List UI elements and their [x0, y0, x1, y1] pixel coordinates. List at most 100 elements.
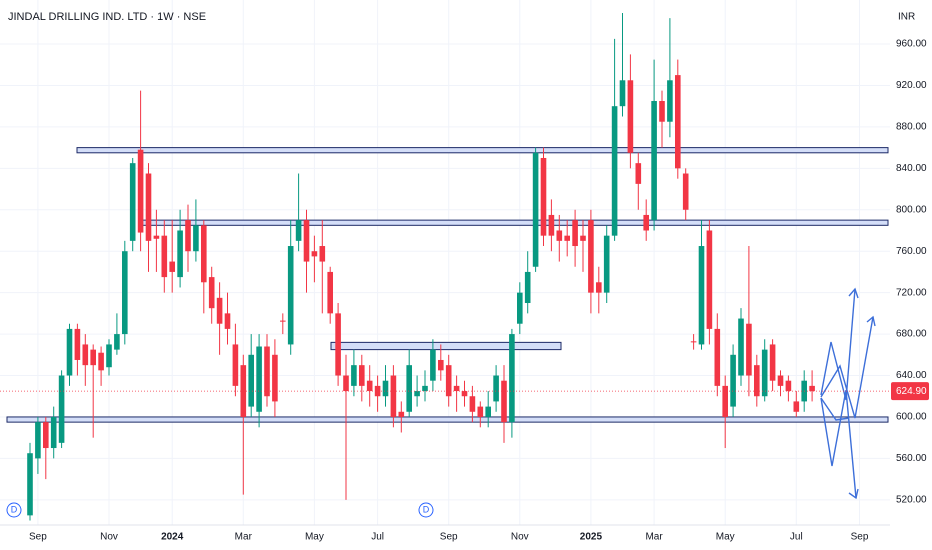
- arrow-path: [820, 316, 874, 419]
- candle-body: [129, 163, 136, 241]
- candle-body: [453, 385, 460, 392]
- candle-body: [169, 261, 175, 272]
- candle-body: [580, 235, 586, 241]
- candle-body: [50, 416, 57, 449]
- x-tick-label: Jul: [790, 532, 803, 543]
- x-tick-label: May: [716, 532, 735, 543]
- candle-body: [485, 406, 491, 417]
- candle-body: [501, 380, 507, 423]
- x-tick-label: 2025: [580, 532, 603, 543]
- candle-body: [469, 396, 476, 412]
- candle-body: [556, 230, 563, 241]
- candle-body: [201, 225, 207, 283]
- candle-body: [461, 391, 468, 397]
- arrow-path: [820, 397, 850, 421]
- marker-label: D: [423, 504, 430, 514]
- candle-body: [524, 271, 531, 304]
- candle-body: [193, 225, 199, 252]
- candle-body: [588, 220, 594, 293]
- candle-body: [509, 334, 515, 423]
- candle-body: [627, 80, 634, 153]
- candle-body: [303, 220, 310, 262]
- y-tick-label: 720.00: [896, 287, 927, 298]
- candle-body: [43, 422, 49, 449]
- candle-body: [532, 152, 539, 267]
- y-tick-label: 960.00: [896, 39, 927, 50]
- candle-body: [809, 385, 815, 392]
- x-tick-label: Nov: [511, 532, 529, 543]
- candle-body: [145, 173, 152, 241]
- candle-body: [366, 380, 373, 392]
- marker-label: D: [11, 504, 18, 514]
- candle-body: [667, 80, 673, 122]
- y-tick-label: 840.00: [896, 163, 927, 174]
- candle-body: [619, 80, 626, 107]
- candle-body: [382, 380, 389, 397]
- candle-body: [280, 320, 286, 322]
- candle-body: [572, 220, 578, 247]
- x-tick-label: Sep: [440, 532, 458, 543]
- x-tick-label: Jul: [371, 532, 384, 543]
- candle-body: [777, 375, 784, 386]
- candles: [27, 12, 815, 521]
- candle-body: [398, 411, 405, 417]
- y-tick-label: 520.00: [896, 494, 927, 505]
- dividend-marker: D: [6, 502, 22, 518]
- candle-body: [564, 235, 570, 241]
- candle-body: [714, 328, 721, 386]
- candle-body: [208, 277, 215, 309]
- candle-body: [698, 246, 705, 345]
- currency-label: INR: [898, 12, 915, 23]
- candle-body: [90, 349, 96, 366]
- candle-body: [137, 149, 144, 233]
- candle-body: [66, 328, 73, 376]
- candle-body: [540, 157, 547, 236]
- x-tick-label: Mar: [645, 532, 663, 543]
- candle-body: [248, 354, 254, 407]
- y-tick-label: 640.00: [896, 370, 927, 381]
- candle-body: [493, 375, 499, 402]
- candle-body: [185, 220, 191, 252]
- projection-arrows: [820, 287, 876, 500]
- x-tick-label: May: [305, 532, 324, 543]
- candle-body: [295, 220, 302, 241]
- candle-body: [675, 75, 681, 169]
- y-tick-label: 800.00: [896, 204, 927, 215]
- candle-body: [335, 313, 341, 376]
- candle-body: [82, 344, 89, 366]
- candle-body: [785, 380, 792, 392]
- price-zone: [6, 416, 889, 423]
- price-zone: [330, 341, 562, 351]
- candle-body: [682, 173, 689, 210]
- marker-circle: [418, 502, 434, 518]
- candle-body: [722, 385, 728, 417]
- candle-body: [690, 341, 697, 343]
- candle-body: [327, 271, 333, 314]
- candle-body: [651, 101, 657, 221]
- price-zone: [76, 147, 889, 154]
- price-zone: [140, 219, 889, 226]
- candle-body: [793, 401, 800, 412]
- candle-body: [287, 246, 294, 345]
- candle-body: [74, 328, 81, 360]
- candle-body: [596, 282, 602, 293]
- candle-body: [177, 230, 183, 278]
- candle-body: [603, 235, 610, 293]
- arrow-path: [820, 389, 857, 499]
- y-tick-label: 880.00: [896, 122, 927, 133]
- candle-body: [216, 297, 223, 324]
- candle-body: [438, 359, 444, 371]
- candle-body: [35, 422, 41, 459]
- chart-title: JINDAL DRILLING IND. LTD · 1W · NSE: [8, 11, 206, 23]
- candle-body: [548, 214, 555, 236]
- y-tick-label: 920.00: [896, 80, 927, 91]
- candle-body: [659, 101, 665, 122]
- candle-body: [27, 453, 33, 516]
- candle-body: [643, 214, 649, 231]
- arrow-head: [848, 287, 859, 299]
- last-price-label: 624.90: [896, 386, 927, 397]
- candle-body: [98, 352, 104, 371]
- candle-body: [122, 251, 128, 335]
- x-tick-label: Sep: [29, 532, 47, 543]
